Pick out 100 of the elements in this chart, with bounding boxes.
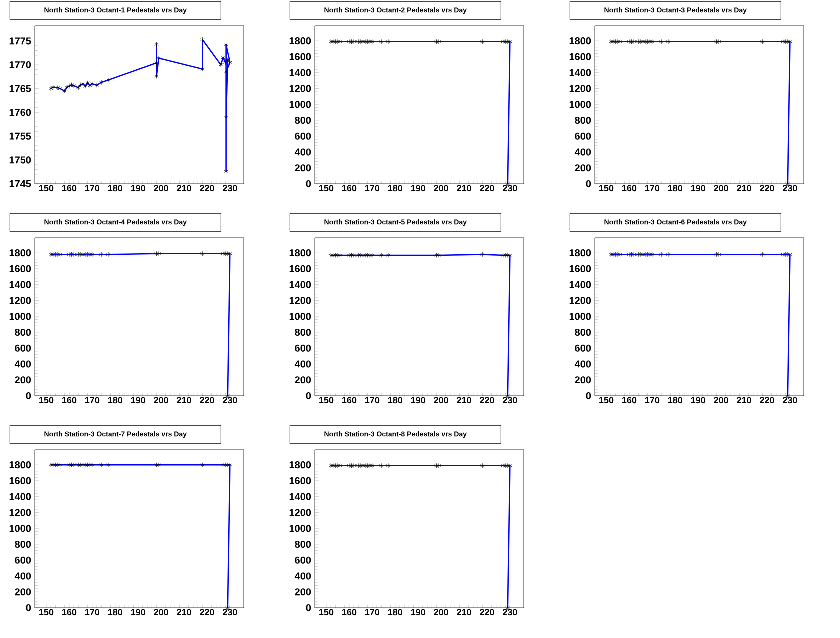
y-tick-label: 600 [15, 344, 32, 352]
x-tick-label: 170 [85, 397, 100, 404]
x-tick-label: 160 [342, 397, 357, 404]
y-tick-label: 1600 [570, 53, 592, 60]
y-tick-label: 1200 [10, 509, 32, 516]
y-tick-label: 0 [26, 392, 32, 400]
x-tick-label: 150 [40, 397, 54, 404]
y-tick-label: 600 [15, 556, 32, 564]
y-tick-label: 1200 [570, 297, 592, 304]
x-tick-label: 220 [480, 609, 494, 616]
y-tick-label: 800 [15, 540, 32, 548]
x-tick-label: 200 [714, 185, 728, 192]
x-tick-label: 210 [737, 185, 752, 192]
y-tick-label: 1755 [10, 132, 32, 140]
y-tick-label: 800 [295, 328, 312, 336]
y-tick-label: 400 [14, 360, 32, 368]
x-tick-label: 170 [365, 609, 380, 616]
x-tick-label: 230 [783, 185, 798, 192]
y-tick-label: 1600 [290, 477, 312, 484]
x-tick-label: 230 [503, 397, 518, 404]
y-tick-label: 1400 [570, 69, 592, 76]
x-tick-label: 180 [668, 397, 683, 404]
x-tick-label: 210 [457, 397, 472, 404]
y-tick-label: 200 [15, 588, 32, 596]
y-tick-label: 400 [294, 572, 312, 580]
y-tick-label: 400 [574, 148, 592, 156]
y-tick-label: 1760 [10, 109, 32, 116]
y-tick-label: 600 [295, 344, 312, 352]
y-tick-label: 200 [295, 588, 312, 596]
x-tick-label: 170 [85, 609, 100, 616]
y-tick-label: 1745 [10, 180, 32, 188]
x-tick-label: 160 [622, 397, 637, 404]
x-tick-label: 220 [200, 609, 214, 616]
x-tick-label: 220 [480, 185, 494, 192]
x-tick-label: 220 [760, 185, 774, 192]
y-tick-label: 0 [586, 180, 592, 188]
x-tick-label: 210 [177, 185, 192, 192]
x-tick-label: 170 [645, 185, 660, 192]
x-tick-label: 210 [737, 397, 752, 404]
x-tick-label: 180 [388, 185, 403, 192]
y-tick-label: 1200 [290, 297, 312, 304]
x-tick-label: 150 [40, 185, 54, 192]
y-tick-label: 1800 [570, 38, 592, 45]
y-tick-label: 1000 [570, 313, 592, 320]
y-tick-label: 1200 [290, 509, 312, 516]
y-tick-label: 1400 [570, 281, 592, 288]
x-tick-label: 150 [320, 397, 334, 404]
x-tick-label: 210 [177, 609, 192, 616]
y-tick-label: 400 [574, 360, 592, 368]
y-tick-label: 200 [575, 376, 592, 384]
y-tick-label: 1400 [10, 281, 32, 288]
y-tick-label: 0 [306, 180, 312, 188]
y-tick-label: 1000 [570, 101, 592, 108]
y-tick-label: 400 [14, 572, 32, 580]
y-tick-label: 1200 [10, 297, 32, 304]
y-tick-label: 1400 [290, 281, 312, 288]
y-tick-label: 1200 [290, 85, 312, 92]
x-tick-label: 200 [434, 609, 448, 616]
x-tick-label: 230 [783, 397, 798, 404]
y-tick-label: 200 [295, 164, 312, 172]
y-tick-label: 0 [586, 392, 592, 400]
x-tick-label: 190 [411, 397, 426, 404]
x-tick-label: 160 [62, 397, 77, 404]
x-tick-label: 160 [62, 185, 77, 192]
y-tick-label: 1600 [10, 265, 32, 272]
x-tick-label: 160 [622, 185, 637, 192]
x-tick-label: 170 [85, 185, 100, 192]
x-tick-label: 200 [714, 397, 728, 404]
y-tick-label: 1000 [10, 313, 32, 320]
y-tick-label: 800 [575, 328, 592, 336]
x-tick-label: 180 [668, 185, 683, 192]
y-tick-label: 600 [575, 344, 592, 352]
y-tick-label: 1600 [10, 477, 32, 484]
y-tick-label: 1800 [570, 250, 592, 257]
x-tick-label: 200 [434, 397, 448, 404]
y-tick-label: 1600 [290, 53, 312, 60]
y-tick-label: 1400 [290, 69, 312, 76]
y-tick-label: 1775 [10, 38, 32, 45]
y-tick-label: 1800 [290, 38, 312, 45]
x-tick-label: 150 [40, 609, 54, 616]
y-tick-label: 1200 [570, 85, 592, 92]
x-tick-label: 210 [457, 609, 472, 616]
x-tick-label: 180 [108, 609, 123, 616]
y-tick-label: 600 [575, 132, 592, 140]
y-tick-label: 1800 [10, 462, 32, 469]
y-tick-label: 1800 [290, 462, 312, 469]
x-tick-label: 210 [457, 185, 472, 192]
y-tick-label: 0 [306, 392, 312, 400]
x-tick-label: 150 [320, 609, 334, 616]
y-tick-label: 400 [294, 148, 312, 156]
y-tick-label: 1400 [290, 493, 312, 500]
y-tick-label: 1765 [10, 85, 32, 92]
x-tick-label: 190 [691, 397, 706, 404]
y-tick-label: 200 [15, 376, 32, 384]
y-tick-label: 800 [295, 116, 312, 124]
y-tick-label: 200 [575, 164, 592, 172]
x-tick-label: 200 [434, 185, 448, 192]
y-tick-label: 1770 [10, 61, 32, 69]
x-tick-label: 220 [200, 397, 214, 404]
y-tick-label: 1000 [290, 313, 312, 320]
